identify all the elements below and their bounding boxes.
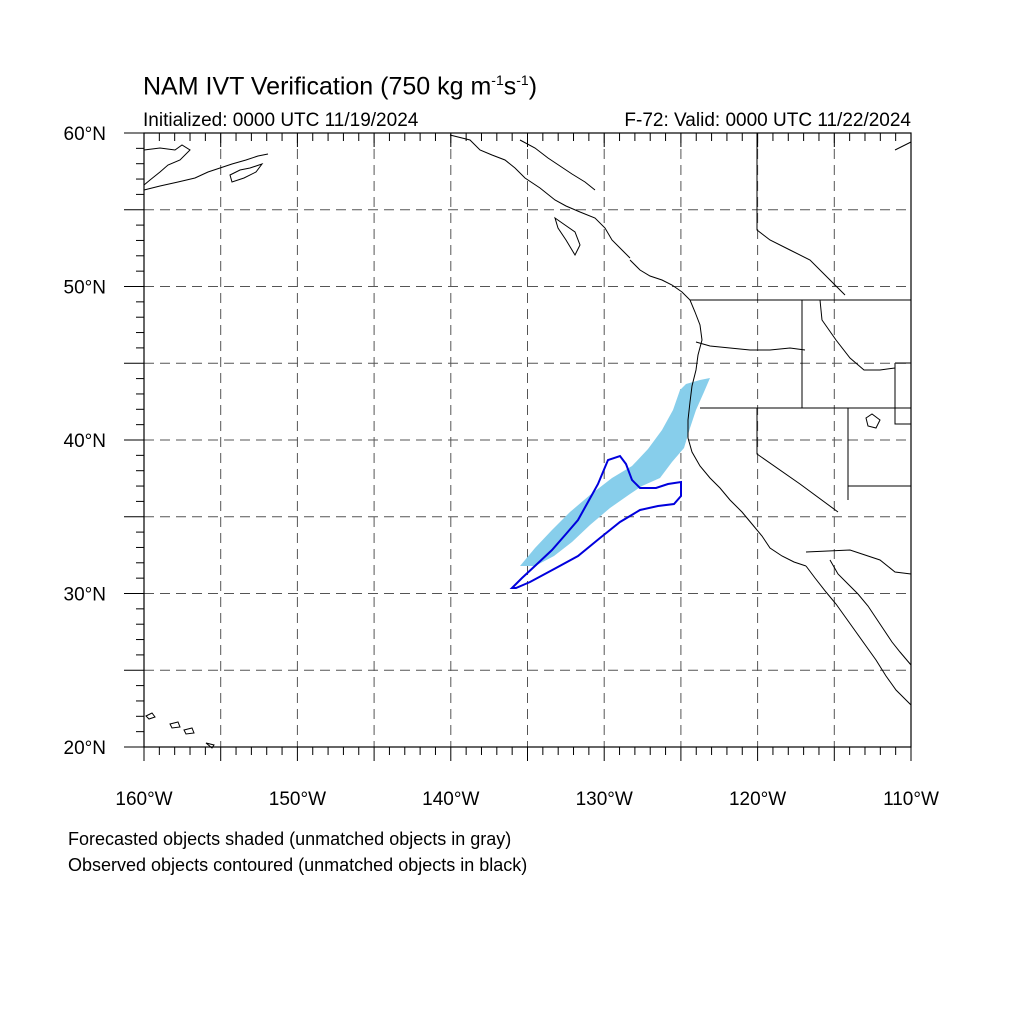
lon-label: 130°W <box>576 789 633 810</box>
observed-ivt-contour <box>509 454 682 589</box>
lon-label: 120°W <box>729 789 786 810</box>
lon-label: 160°W <box>115 789 172 810</box>
lat-label: 30°N <box>64 585 106 606</box>
valid-time: F-72: Valid: 0000 UTC 11/22/2024 <box>624 110 911 131</box>
note-observed: Observed objects contoured (unmatched ob… <box>68 855 528 875</box>
chart-title: NAM IVT Verification (750 kg m-1s-1) <box>143 72 538 101</box>
lat-label: 50°N <box>64 278 106 299</box>
legend-notes: Forecasted objects shaded (unmatched obj… <box>68 826 527 878</box>
lon-label: 140°W <box>422 789 479 810</box>
lat-label: 60°N <box>64 124 106 145</box>
latitude-labels: 60°N 50°N 40°N 30°N 20°N <box>64 124 106 759</box>
longitude-labels: 160°W 150°W 140°W 130°W 120°W 110°W <box>115 789 939 810</box>
coastlines <box>143 133 912 749</box>
map-frame <box>143 132 912 748</box>
grid-lines <box>144 133 911 747</box>
initialized-time: Initialized: 0000 UTC 11/19/2024 <box>143 110 419 131</box>
lat-label: 40°N <box>64 431 106 452</box>
axis-ticks <box>124 132 912 761</box>
note-forecast: Forecasted objects shaded (unmatched obj… <box>68 829 512 849</box>
lon-label: 110°W <box>883 789 939 810</box>
lat-label: 20°N <box>64 738 106 759</box>
forecast-ivt-object <box>520 378 710 566</box>
lon-label: 150°W <box>269 789 326 810</box>
